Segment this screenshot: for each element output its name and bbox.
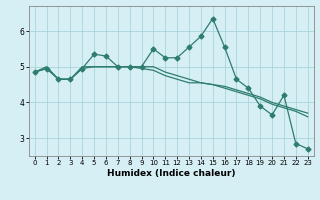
X-axis label: Humidex (Indice chaleur): Humidex (Indice chaleur) (107, 169, 236, 178)
